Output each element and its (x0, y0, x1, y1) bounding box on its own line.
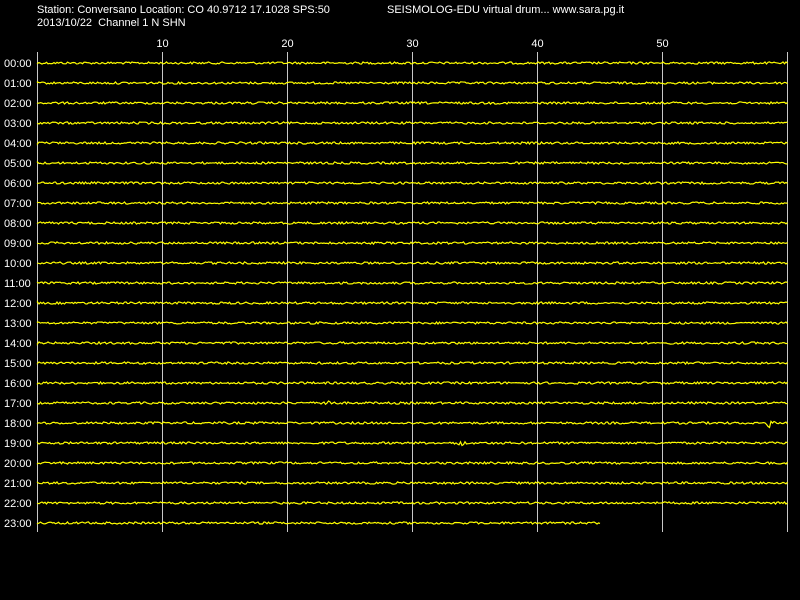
hour-label-2000: 20:00 (4, 458, 32, 470)
trace-1100 (36, 281, 788, 285)
trace-0100 (36, 80, 788, 85)
x-tick-label-50: 50 (656, 38, 668, 50)
trace-0500 (36, 160, 788, 166)
hour-label-1500: 15:00 (4, 358, 32, 370)
trace-0000 (36, 61, 788, 65)
x-tick-label-30: 30 (406, 38, 418, 50)
hour-label-0800: 08:00 (4, 218, 32, 230)
trace-1500 (36, 360, 788, 366)
hour-label-2200: 22:00 (4, 498, 32, 510)
hour-label-0300: 03:00 (4, 118, 32, 130)
hour-label-1400: 14:00 (4, 338, 32, 350)
hour-label-0700: 07:00 (4, 198, 32, 210)
trace-2300 (36, 521, 601, 525)
hour-label-1800: 18:00 (4, 418, 32, 430)
x-tick-label-10: 10 (156, 38, 168, 50)
trace-0900 (36, 240, 788, 246)
trace-2000 (36, 460, 788, 466)
hour-label-1000: 10:00 (4, 258, 32, 270)
x-tick-label-20: 20 (281, 38, 293, 50)
hour-label-0100: 01:00 (4, 78, 32, 90)
program-title: SEISMOLOG-EDU virtual drum... www.sara.p… (387, 4, 625, 16)
date-channel-info: 2013/10/22 Channel 1 N SHN (37, 17, 186, 29)
hour-label-0600: 06:00 (4, 178, 32, 190)
station-info: Station: Conversano Location: CO 40.9712… (37, 4, 330, 16)
trace-1400 (36, 340, 788, 346)
trace-2100 (36, 480, 788, 485)
trace-0600 (36, 180, 788, 185)
trace-1900 (36, 440, 788, 447)
hour-label-0400: 04:00 (4, 138, 32, 150)
trace-0800 (36, 221, 788, 226)
trace-1600 (36, 380, 788, 386)
hour-label-1200: 12:00 (4, 298, 32, 310)
hour-label-0200: 02:00 (4, 98, 32, 110)
trace-1800 (36, 420, 788, 429)
hour-label-0000: 00:00 (4, 58, 32, 70)
trace-0400 (36, 140, 788, 146)
hour-label-1700: 17:00 (4, 398, 32, 410)
hour-label-2100: 21:00 (4, 478, 32, 490)
hour-label-1100: 11:00 (4, 278, 31, 290)
x-tick-label-40: 40 (531, 38, 543, 50)
trace-0200 (36, 100, 788, 106)
trace-1300 (36, 320, 788, 326)
trace-1200 (36, 300, 788, 305)
hour-label-0500: 05:00 (4, 158, 32, 170)
trace-0700 (36, 201, 788, 206)
hour-label-1600: 16:00 (4, 378, 32, 390)
trace-1700 (36, 400, 788, 406)
hour-label-0900: 09:00 (4, 238, 32, 250)
trace-1000 (36, 260, 788, 266)
hour-label-1900: 19:00 (4, 438, 32, 450)
hour-label-2300: 23:00 (4, 518, 32, 530)
trace-0300 (36, 121, 788, 125)
hour-label-1300: 13:00 (4, 318, 32, 330)
trace-2200 (36, 501, 788, 506)
